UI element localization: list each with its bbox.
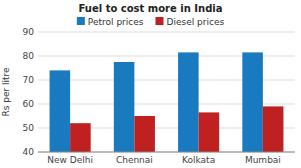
y-tick-label: 50 — [23, 123, 35, 133]
title: Fuel to cost more in India — [79, 3, 223, 14]
legend-swatch — [155, 17, 163, 25]
y-axis-label: Rs per litre — [1, 67, 11, 117]
x-tick-label: New Delhi — [47, 155, 93, 165]
x-tick-label: Mumbai — [245, 155, 281, 165]
legend-label: Diesel prices — [166, 17, 224, 27]
bar — [50, 70, 71, 152]
bar — [242, 52, 263, 152]
bar — [199, 112, 220, 152]
legend-label: Petrol prices — [88, 17, 144, 27]
x-tick-label: Kolkata — [182, 155, 215, 165]
grid-line — [38, 152, 295, 153]
bar — [70, 123, 91, 152]
y-tick-label: 70 — [23, 75, 35, 85]
chart: Fuel to cost more in India Rs per litre 40… — [0, 0, 301, 168]
x-axis-line — [38, 152, 295, 153]
y-tick-label: 40 — [23, 147, 35, 157]
y-tick-label: 80 — [23, 51, 35, 61]
bar — [114, 62, 135, 152]
legend-swatch — [77, 17, 85, 25]
y-tick-label: 60 — [23, 99, 35, 109]
y-tick-label: 90 — [23, 27, 35, 37]
bar — [178, 52, 199, 152]
bar — [134, 116, 155, 152]
grid-line — [38, 32, 295, 33]
x-tick-label: Chennai — [116, 155, 153, 165]
bars — [50, 52, 284, 152]
legend: Petrol prices Diesel prices — [77, 17, 225, 27]
bar — [263, 106, 284, 152]
